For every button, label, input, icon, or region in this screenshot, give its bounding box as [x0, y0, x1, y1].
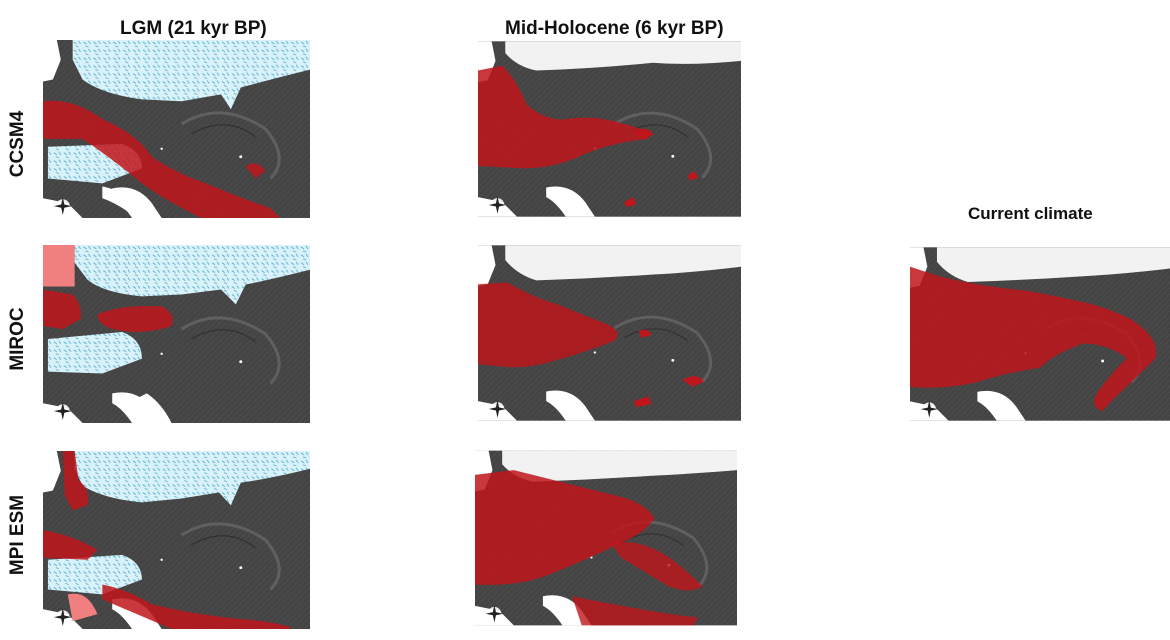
map-lgm-ccsm4 [43, 38, 310, 220]
map-mid-holocene-ccsm4 [478, 40, 741, 218]
column-title-lgm: LGM (21 kyr BP) [120, 18, 267, 39]
row-label-ccsm4: CCSM4 [7, 110, 28, 178]
column-title-mid-holocene: Mid-Holocene (6 kyr BP) [505, 18, 724, 39]
map-lgm-mpi-esm [43, 450, 310, 630]
map-current-climate [910, 243, 1170, 425]
row-label-miroc: MIROC [7, 307, 28, 371]
column-title-current-climate: Current climate [968, 204, 1093, 223]
map-mid-holocene-miroc [478, 243, 741, 423]
map-mid-holocene-mpi-esm [475, 450, 737, 626]
row-label-mpi-esm: MPI ESM [7, 494, 28, 576]
map-lgm-miroc [43, 243, 310, 425]
